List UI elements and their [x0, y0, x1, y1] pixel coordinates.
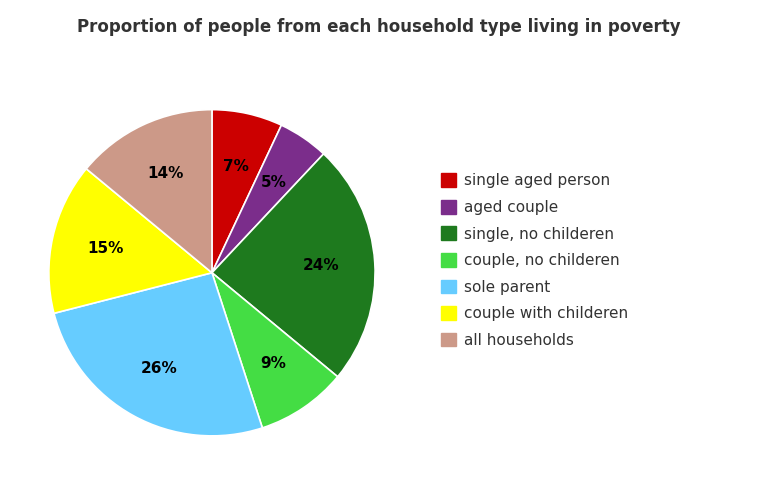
- Text: 7%: 7%: [223, 159, 249, 174]
- Wedge shape: [212, 154, 375, 377]
- Wedge shape: [86, 110, 212, 273]
- Legend: single aged person, aged couple, single, no childeren, couple, no childeren, sol: single aged person, aged couple, single,…: [441, 173, 628, 348]
- Text: Proportion of people from each household type living in poverty: Proportion of people from each household…: [76, 18, 681, 36]
- Text: Proportion of people from each household type living in poverty: Proportion of people from each household…: [53, 462, 704, 480]
- Text: 15%: 15%: [87, 241, 123, 257]
- Wedge shape: [49, 169, 212, 313]
- Text: 14%: 14%: [148, 166, 184, 181]
- Text: 24%: 24%: [303, 259, 339, 274]
- Text: 26%: 26%: [141, 361, 178, 376]
- Wedge shape: [212, 110, 282, 273]
- Wedge shape: [54, 273, 263, 436]
- Wedge shape: [212, 125, 324, 273]
- Text: 9%: 9%: [260, 356, 286, 371]
- Text: 5%: 5%: [260, 175, 286, 190]
- Wedge shape: [212, 273, 338, 428]
